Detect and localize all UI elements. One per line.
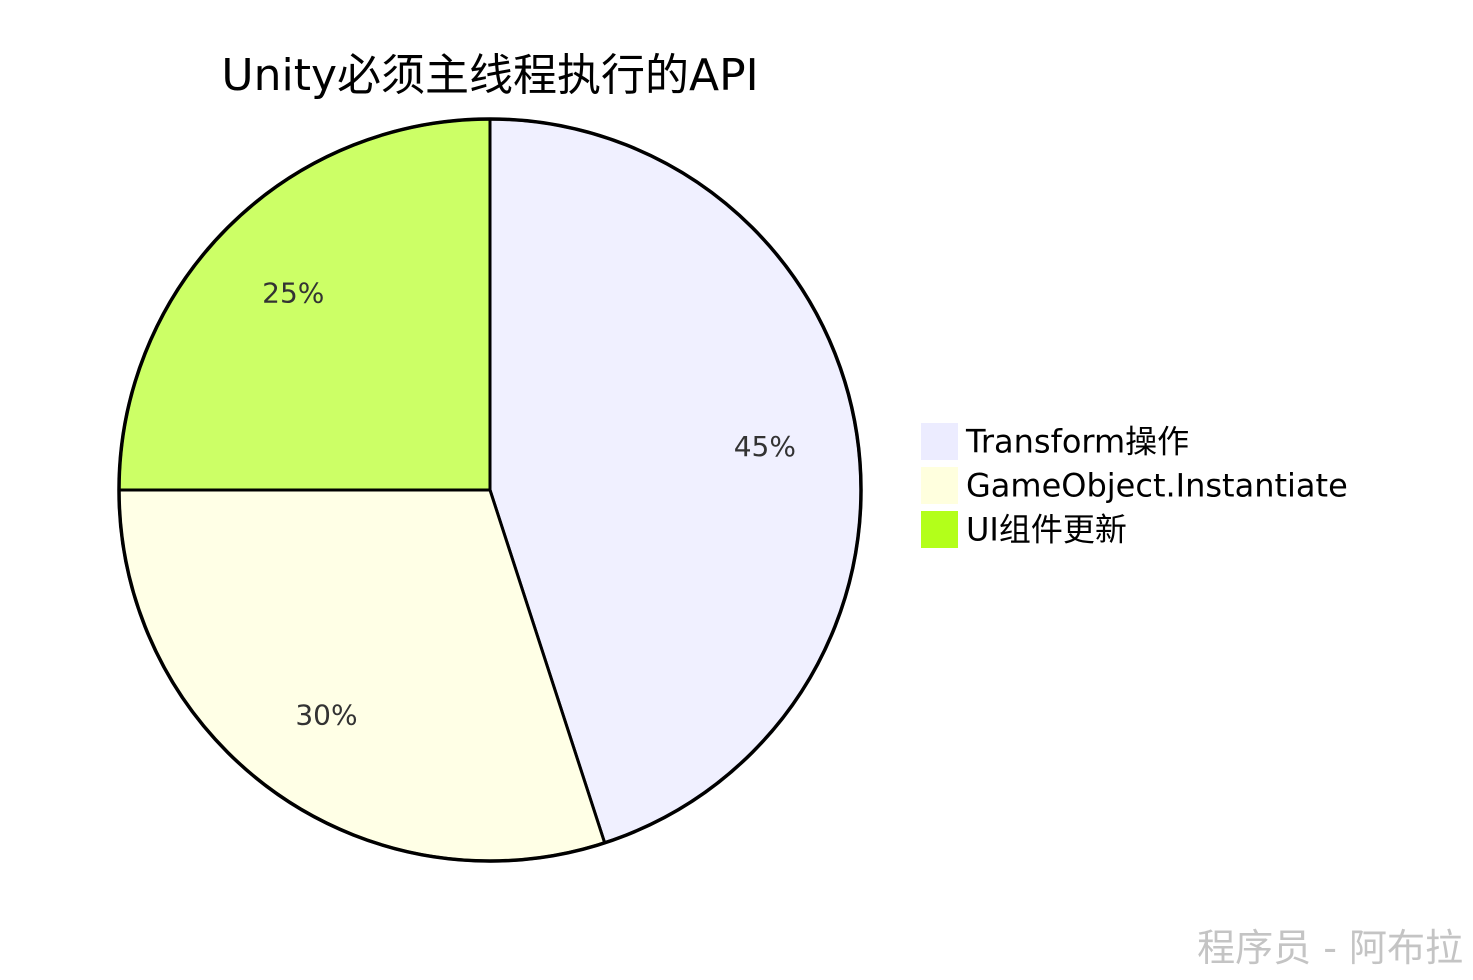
legend-swatch: [921, 511, 958, 548]
watermark: 程序员 - 阿布拉: [1197, 926, 1463, 970]
slice-labels: 45% 30% 25%: [262, 277, 796, 732]
pie-slices: [117, 117, 863, 863]
chart-title: Unity必须主线程执行的API: [221, 50, 758, 101]
slice-percent-label: 30%: [295, 699, 357, 732]
legend: Transform操作 GameObject.Instantiate UI组件更新: [921, 423, 1348, 549]
legend-label: UI组件更新: [966, 511, 1127, 549]
slice-percent-label: 45%: [734, 430, 796, 463]
legend-label: GameObject.Instantiate: [966, 467, 1348, 505]
legend-swatch: [921, 423, 958, 460]
legend-swatch: [921, 467, 958, 504]
legend-label: Transform操作: [965, 423, 1189, 461]
slice-percent-label: 25%: [262, 277, 324, 310]
pie-outline: [117, 117, 863, 863]
